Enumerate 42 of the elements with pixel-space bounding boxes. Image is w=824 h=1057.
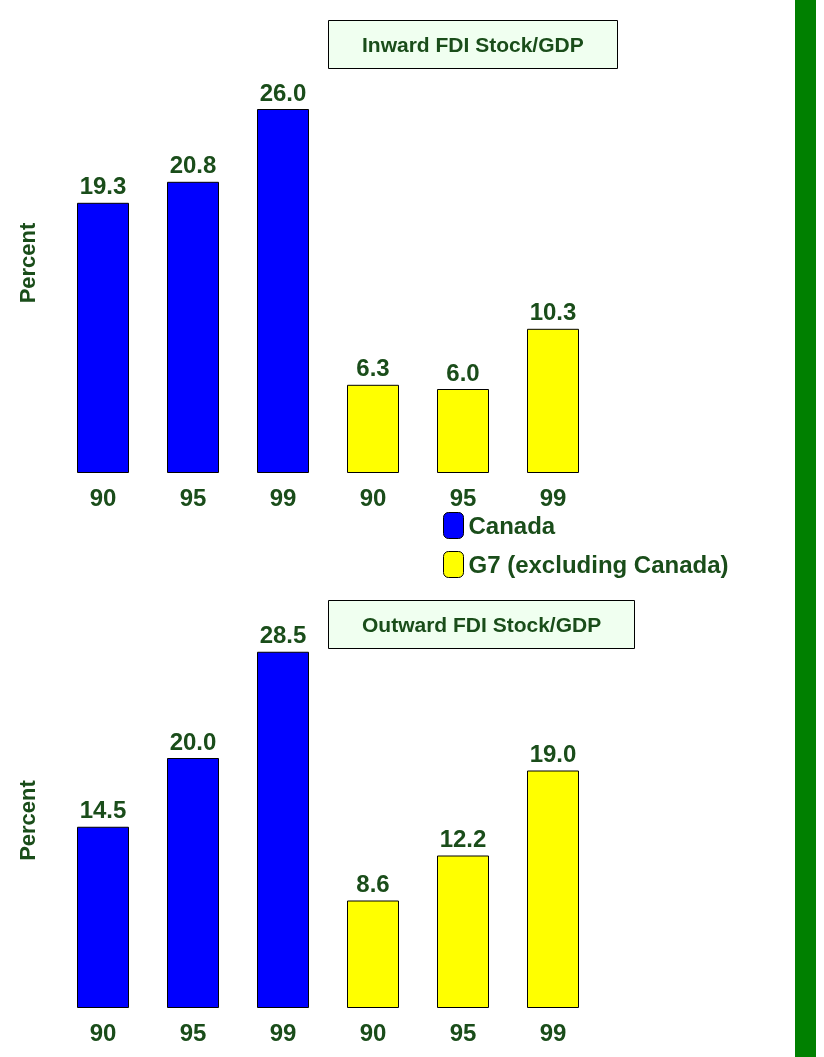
x-tick-label: 95 bbox=[179, 483, 207, 511]
bar bbox=[257, 109, 309, 473]
bar bbox=[167, 181, 219, 473]
bar bbox=[347, 384, 399, 473]
y-axis-title: Percent bbox=[14, 221, 40, 304]
x-tick-label: 90 bbox=[359, 1018, 387, 1046]
bar bbox=[347, 900, 399, 1008]
x-tick-label: 95 bbox=[179, 1018, 207, 1046]
x-tick-label: 99 bbox=[269, 1018, 297, 1046]
data-label: 14.5 bbox=[79, 796, 127, 824]
x-tick-label: 90 bbox=[89, 483, 117, 511]
bar bbox=[527, 770, 579, 1008]
data-label: 28.5 bbox=[259, 621, 307, 649]
bar bbox=[77, 826, 129, 1008]
data-label: 20.0 bbox=[169, 727, 217, 755]
data-label: 6.3 bbox=[356, 354, 390, 382]
chart-title: Outward FDI Stock/GDP bbox=[362, 613, 602, 636]
x-tick-label: 99 bbox=[269, 483, 297, 511]
x-tick-label: 99 bbox=[539, 483, 567, 511]
x-tick-label: 95 bbox=[449, 483, 477, 511]
bar bbox=[167, 758, 219, 1008]
bar bbox=[527, 328, 579, 473]
legend-label: Canada bbox=[468, 512, 556, 539]
data-label: 8.6 bbox=[356, 870, 390, 897]
data-label: 19.0 bbox=[529, 740, 577, 767]
chart-title: Inward FDI Stock/GDP bbox=[362, 33, 584, 56]
data-label: 10.3 bbox=[529, 298, 577, 326]
x-tick-label: 90 bbox=[359, 483, 387, 511]
data-label: 19.3 bbox=[79, 172, 127, 200]
x-tick-label: 95 bbox=[449, 1018, 477, 1046]
x-tick-label: 99 bbox=[539, 1018, 567, 1046]
bar bbox=[77, 202, 129, 473]
x-tick-label: 90 bbox=[89, 1018, 117, 1046]
y-axis-title: Percent bbox=[14, 779, 40, 861]
data-label: 12.2 bbox=[439, 825, 487, 852]
data-label: 6.0 bbox=[446, 358, 480, 386]
data-label: 26.0 bbox=[259, 78, 307, 106]
legend-label: G7 (excluding Canada) bbox=[468, 551, 729, 578]
bar bbox=[437, 389, 489, 473]
data-label: 20.8 bbox=[169, 151, 217, 179]
bar bbox=[437, 855, 489, 1008]
bar bbox=[257, 651, 309, 1008]
